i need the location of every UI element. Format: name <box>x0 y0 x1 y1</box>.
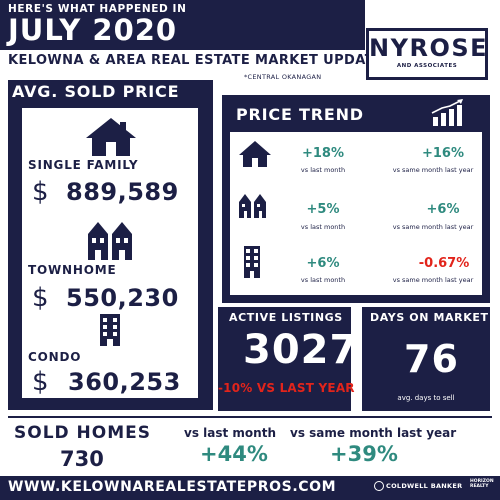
townhome-icon <box>88 222 132 260</box>
single-family-year-change: +16% <box>421 146 464 161</box>
footer-bar <box>0 476 500 500</box>
brand-logo: NYROSE AND ASSOCIATES <box>366 28 488 80</box>
active-listings-value: 3027 <box>243 327 359 373</box>
sold-homes-value: 730 <box>60 447 104 471</box>
vs-last-year-label: vs same month last year <box>392 276 474 284</box>
sold-homes-title: SOLD HOMES <box>14 423 152 443</box>
active-listings-panel <box>218 307 351 411</box>
townhome-label: TOWNHOME <box>28 263 117 277</box>
header-kicker: HERE'S WHAT HAPPENED IN <box>8 3 187 15</box>
condo-icon <box>244 246 260 278</box>
days-on-market-title: DAYS ON MARKET <box>370 311 489 324</box>
single-family-price: 889,589 <box>66 178 179 206</box>
divider <box>8 416 492 418</box>
report-month: JULY 2020 <box>8 13 178 47</box>
vs-last-month-label: vs last month <box>300 276 346 284</box>
condo-label: CONDO <box>28 350 82 364</box>
house-icon <box>239 141 271 167</box>
coldwell-banker-logo-icon <box>374 481 384 491</box>
vs-last-month-label: vs last month <box>300 166 346 174</box>
days-on-market-sub: avg. days to sell <box>397 394 455 402</box>
avg-sold-price-card <box>22 108 198 398</box>
house-icon <box>86 118 136 156</box>
report-subtitle: KELOWNA & AREA REAL ESTATE MARKET UPDATE <box>8 53 384 68</box>
days-on-market-panel <box>362 307 490 411</box>
vs-last-month-label: vs last month <box>300 223 346 231</box>
sold-month-change: +44% <box>200 442 268 466</box>
condo-price: 360,253 <box>68 368 181 396</box>
header-banner <box>0 0 365 50</box>
sold-vs-month-label: vs last month <box>184 426 276 440</box>
sold-year-change: +39% <box>330 442 398 466</box>
active-listings-delta: -10% VS LAST YEAR <box>218 381 355 395</box>
price-trend-card <box>230 132 482 295</box>
logo-tagline: AND ASSOCIATES <box>396 63 458 69</box>
chart-growth-icon <box>431 99 463 126</box>
active-listings-title: ACTIVE LISTINGS <box>229 311 343 324</box>
vs-last-year-label: vs same month last year <box>392 166 474 174</box>
avg-sold-price-title: AVG. SOLD PRICE <box>12 82 180 101</box>
condo-year-change: -0.67% <box>418 256 470 271</box>
days-on-market-value: 76 <box>404 337 459 381</box>
currency-symbol: $ <box>32 367 49 397</box>
townhome-icon <box>239 194 266 218</box>
price-trend-title: PRICE TREND <box>236 105 364 124</box>
currency-symbol: $ <box>32 177 49 207</box>
region-note: *CENTRAL OKANAGAN <box>244 73 322 81</box>
vs-last-year-label: vs same month last year <box>392 223 474 231</box>
website-link[interactable]: WWW.KELOWNAREALESTATEPROS.COM <box>8 479 337 495</box>
single-family-label: SINGLE FAMILY <box>28 158 139 172</box>
currency-symbol: $ <box>32 283 49 313</box>
condo-month-change: +6% <box>306 256 340 271</box>
townhome-year-change: +6% <box>426 202 460 217</box>
townhome-price: 550,230 <box>66 284 179 312</box>
logo-name: NYROSE <box>369 34 489 62</box>
brokerage-sub: HORIZON REALTY <box>470 479 494 489</box>
sold-vs-year-label: vs same month last year <box>290 426 457 440</box>
single-family-month-change: +18% <box>301 146 344 161</box>
brokerage-name: COLDWELL BANKER <box>386 482 463 490</box>
condo-icon <box>100 314 120 346</box>
townhome-month-change: +5% <box>306 202 340 217</box>
